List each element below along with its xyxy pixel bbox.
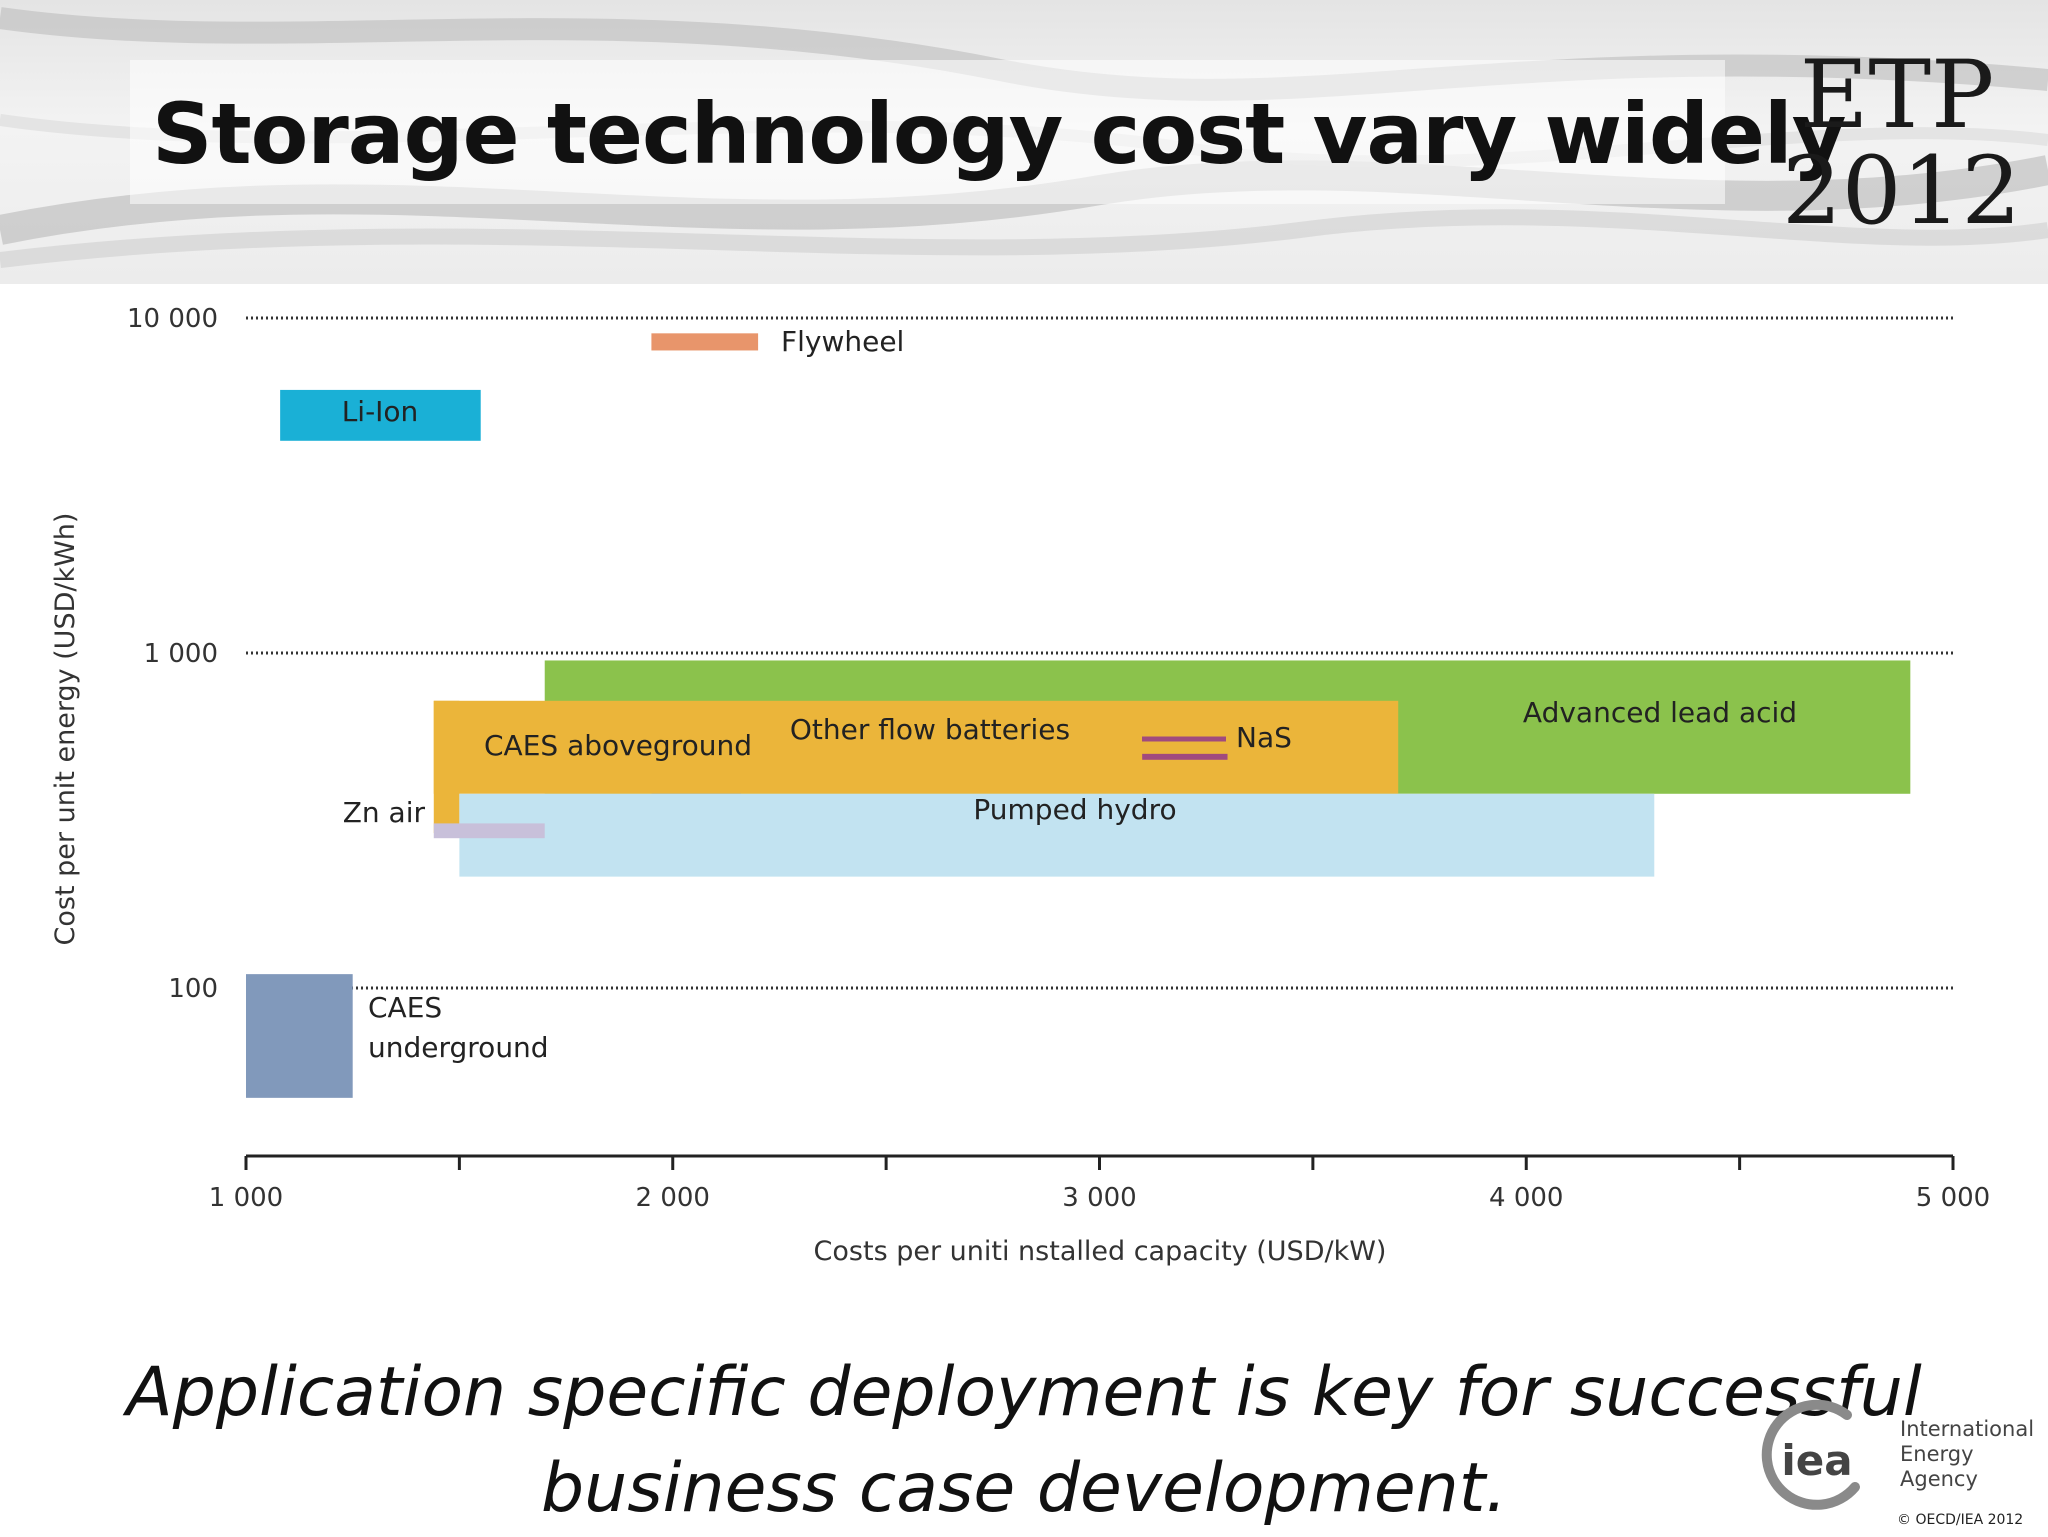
subtitle-line-1: Application specific deployment is key f… [126,1353,1922,1432]
bar-label-flywheel: Flywheel [781,325,904,358]
bar-label-li-ion: Li-Ion [342,395,419,428]
title-backdrop [130,60,1725,204]
y-axis-title: Cost per unit energy (USD/kWh) [50,513,81,946]
storage-cost-chart: Advanced lead acid Other flow batteries CA… [50,304,1990,1267]
x-axis-title: Costs per uniti nstalled capacity (USD/k… [814,1236,1387,1267]
bar-caes-aboveground [433,700,460,834]
iea-name: International Energy Agency [1900,1417,2045,1492]
etp-logo-line1: ETP [1799,41,1995,150]
bar-zn-air [433,823,545,839]
subtitle-line-2: business case development. [540,1449,1508,1528]
bar-nas [1142,753,1228,760]
etp-logo-line2: 2012 [1782,137,2022,246]
x-tick-label: 4 000 [1489,1183,1563,1213]
x-tick-label: 3 000 [1062,1183,1136,1213]
x-tick-label: 1 000 [209,1183,283,1213]
iea-name-line1: International [1900,1417,2035,1441]
bar-caes-underground [246,974,353,1098]
iea-logo: iea International Energy Agency [1755,1395,2045,1515]
bar-flywheel [651,333,759,351]
bar-label-pumped-hydro: Pumped hydro [973,793,1176,826]
x-tick-label: 5 000 [1916,1183,1990,1213]
bar-label-advanced-lead-acid: Advanced lead acid [1523,696,1797,729]
chart-bars [246,333,1911,1098]
y-tick-label: 1 000 [144,639,218,669]
y-tick-label: 10 000 [127,304,218,334]
y-tick-label: 100 [168,974,218,1004]
iea-logo-icon: iea [1761,1399,1860,1510]
x-tick-label: 2 000 [636,1183,710,1213]
iea-name-line2: Energy Agency [1900,1442,1978,1491]
x-axis: 1 000 2 000 3 000 4 000 5 000 [209,1154,1990,1213]
y-axis: 100 1 000 10 000 [127,304,218,1004]
bar-li-ion [280,389,481,441]
copyright-notice: © OECD/IEA 2012 [1897,1512,2024,1528]
etp-2012-logo: ETP 2012 [1782,41,2022,246]
bar-label-other-flow-batteries: Other flow batteries [790,713,1070,746]
bar-other-flow-batteries [433,700,1399,794]
chart-bar-labels: Advanced lead acid Other flow batteries CA… [342,325,1797,1064]
bar-label-caes-underground: CAES underground [368,991,549,1064]
bar-label-nas: NaS [1236,721,1292,754]
bar-label-caes-aboveground: CAES aboveground [484,729,752,762]
bar-label-zn-air: Zn air [343,796,426,829]
slide-subtitle: Application specific deployment is key f… [0,1345,2048,1537]
chart-gridlines [246,316,1953,990]
bar-pumped-hydro [459,793,1655,877]
iea-mark-text: iea [1781,1436,1852,1485]
slide-title: Storage technology cost vary widely [152,85,1846,183]
slide-header: Storage technology cost vary widely ETP … [0,0,2048,284]
